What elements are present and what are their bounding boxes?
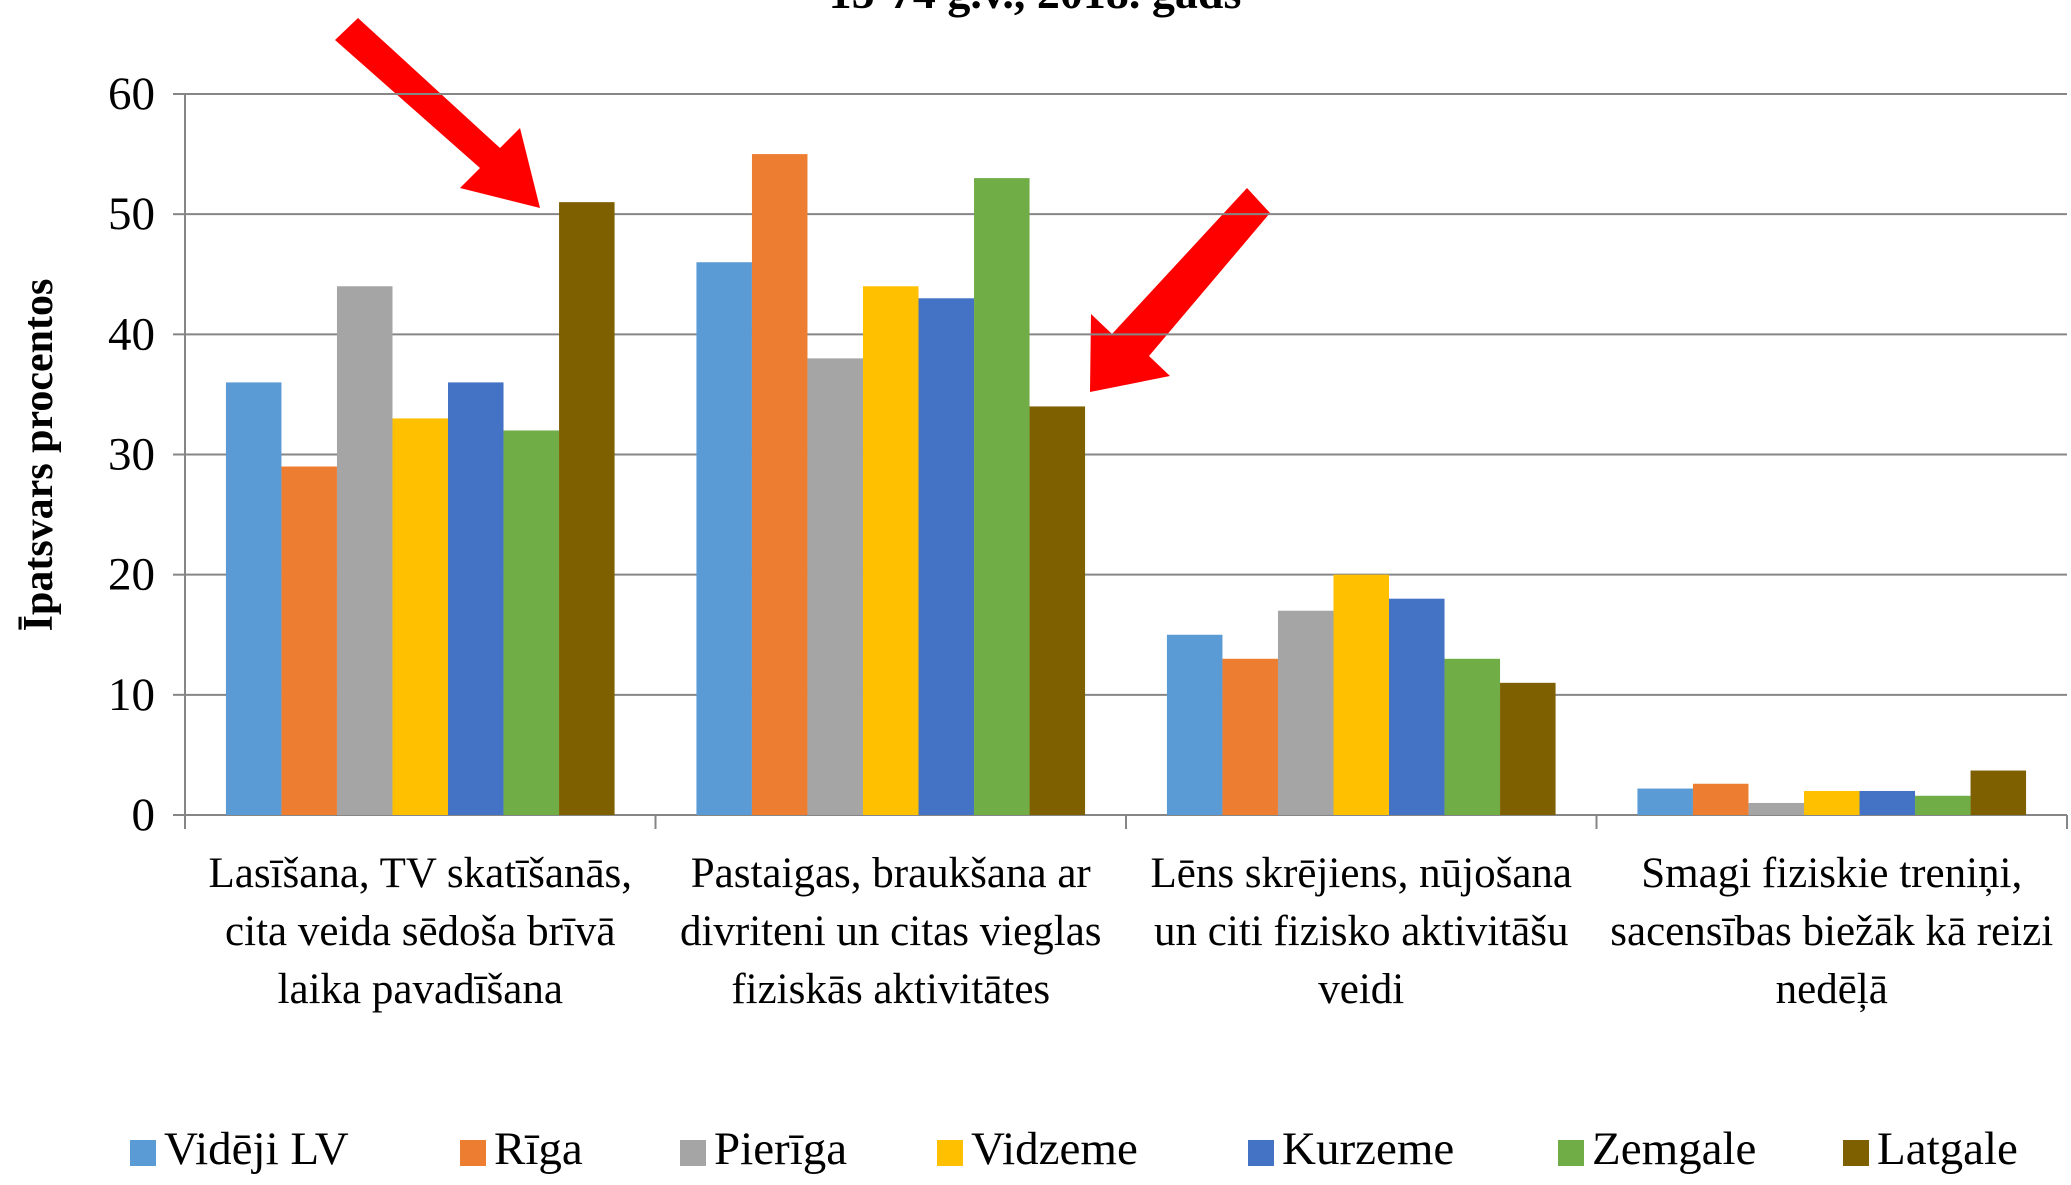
legend-swatch [130, 1140, 156, 1166]
bar [281, 466, 337, 815]
bar [1500, 682, 1556, 815]
bar [862, 286, 919, 815]
bar [807, 358, 863, 815]
legend-label: Rīga [494, 1123, 583, 1175]
bar [392, 418, 449, 815]
bar [559, 202, 615, 815]
legend-swatch [680, 1140, 706, 1166]
bar [1222, 658, 1278, 815]
bar [1748, 802, 1804, 815]
bar [1444, 658, 1501, 815]
x-tick-label: Smagi fiziskie treniņi, sacensības biežā… [1610, 850, 2054, 1013]
y-tick-label: 20 [108, 549, 155, 601]
legend-label: Pierīga [714, 1123, 847, 1175]
legend-swatch [937, 1140, 963, 1166]
bar [336, 286, 393, 815]
annotation-arrow [1090, 188, 1270, 392]
x-tick-label: Pastaigas, braukšana ar divriteni un cit… [679, 850, 1102, 1013]
bar [696, 262, 752, 815]
bar [751, 154, 808, 816]
bar [1803, 790, 1860, 815]
x-tick-label: Lasīšana, TV skatīšanās, cita veida sēdo… [208, 850, 633, 1013]
bar [1915, 795, 1971, 815]
y-tick-label: 0 [132, 789, 156, 841]
y-tick-label: 40 [108, 308, 155, 360]
y-tick-label: 60 [108, 68, 155, 120]
y-tick-label: 10 [108, 669, 155, 721]
y-tick-label: 50 [108, 188, 155, 240]
bar [1029, 406, 1086, 815]
legend-label: Kurzeme [1282, 1123, 1454, 1175]
legend-swatch [1558, 1140, 1584, 1166]
bar [503, 430, 560, 815]
bar [1859, 790, 1916, 815]
legend-label: Vidzeme [971, 1123, 1138, 1175]
bar [1166, 634, 1223, 815]
legend-label: Vidēji LV [164, 1123, 349, 1175]
bar [1692, 783, 1749, 815]
y-tick-label: 30 [108, 429, 155, 481]
bar [1970, 770, 2027, 815]
legend-label: Zemgale [1592, 1123, 1756, 1175]
bar [1637, 788, 1693, 815]
legend-swatch [1843, 1140, 1869, 1166]
bar [918, 298, 975, 815]
bar [1277, 610, 1334, 815]
y-axis-label: Īpatsvars procentos [16, 279, 62, 632]
bar [225, 382, 282, 815]
bar [974, 178, 1030, 815]
bar [1389, 598, 1445, 815]
legend-swatch [460, 1140, 486, 1166]
legend-label: Latgale [1877, 1123, 2018, 1175]
x-tick-label: Lēns skrējiens, nūjošana un citi fizisko… [1150, 850, 1573, 1013]
legend-swatch [1248, 1140, 1274, 1166]
bar [448, 382, 504, 815]
annotation-arrow [335, 18, 540, 208]
bar [1333, 574, 1390, 815]
chart-title: 15-74 g.v., 2018. gads [829, 0, 1242, 18]
